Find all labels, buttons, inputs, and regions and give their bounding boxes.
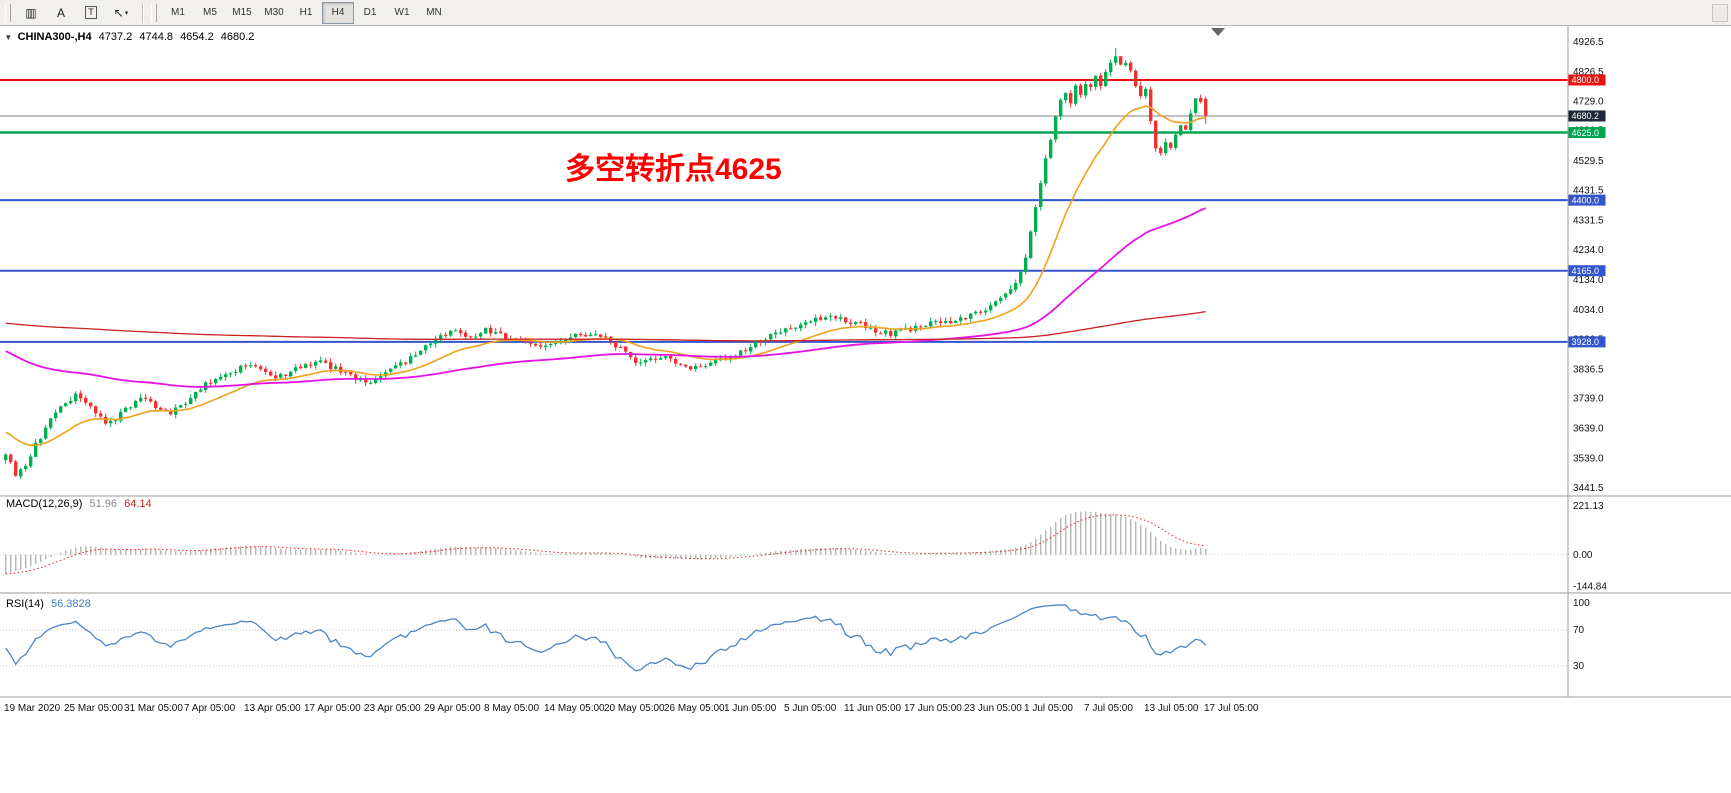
time-tick-label: 26 May 05:00 (664, 703, 725, 714)
price-badges: 4800.0 4625.0 4400.0 4165.0 3928.0 4680.2 (1568, 74, 1606, 348)
bid-price-badge-text: 4680.2 (1572, 111, 1600, 121)
time-tick-label: 19 Mar 2020 (4, 703, 61, 714)
scale-tick-label: 4926.5 (1573, 37, 1604, 48)
toolbar-drag-handle[interactable] (151, 3, 157, 22)
scale-tick-label: 3639.0 (1573, 424, 1604, 435)
price-level-lines (0, 78, 1568, 343)
time-tick-label: 1 Jul 05:00 (1024, 703, 1073, 714)
timeframe-button-M1[interactable]: M1 (171, 7, 185, 18)
time-tick-label: 5 Jun 05:00 (784, 703, 837, 714)
level-badge-4165.0-text: 4165.0 (1572, 266, 1600, 276)
text-box-icon[interactable]: T (76, 2, 106, 24)
toolbar: ▥ A T ↖ ▾ M1 M5 M15 M30 H1 H4 D1 W1 MN (0, 0, 1731, 26)
time-tick-label: 7 Jul 05:00 (1084, 703, 1133, 714)
level-badge-4800.0 (1568, 74, 1606, 86)
timeframe-group: M1 M5 M15 M30 H1 H4 D1 W1 MN (162, 1, 450, 24)
rsi-scale-label: 70 (1573, 625, 1585, 636)
timeframe-button-D1[interactable]: D1 (363, 7, 377, 18)
chart-area: 4926.54826.54729.04631.54529.54431.54331… (0, 26, 1731, 793)
level-badge-3928.0-text: 3928.0 (1572, 337, 1600, 347)
level-badge-4800.0-text: 4800.0 (1572, 75, 1600, 85)
annotation-text[interactable]: 多空转折点4625 (565, 153, 782, 186)
ma-line-slow (5, 311, 1206, 342)
bid-price-badge (1568, 110, 1606, 122)
scale-tick-label: 4331.5 (1573, 216, 1604, 227)
scale-tick-label: 4529.5 (1573, 156, 1604, 167)
timeframe-button-W1[interactable]: W1 (394, 7, 410, 18)
time-tick-label: 29 Apr 05:00 (424, 703, 481, 714)
time-tick-label: 25 Mar 05:00 (64, 703, 123, 714)
level-badge-3928.0 (1568, 336, 1606, 348)
level-badge-4625.0-text: 4625.0 (1572, 128, 1600, 138)
scale-tick-label: 4729.0 (1573, 96, 1604, 107)
toolbar-overflow-button[interactable] (1712, 3, 1728, 22)
chart-shift-marker[interactable] (1211, 28, 1225, 36)
level-badge-4400.0-text: 4400.0 (1572, 195, 1600, 205)
time-tick-label: 31 Mar 05:00 (124, 703, 183, 714)
time-tick-label: 1 Jun 05:00 (724, 703, 777, 714)
macd-scale-label: 0.00 (1573, 550, 1593, 561)
rsi-line (5, 604, 1207, 672)
scale-tick-label: 4134.0 (1573, 275, 1604, 286)
time-tick-label: 14 May 05:00 (544, 703, 605, 714)
timeframe-button-MN[interactable]: MN (426, 7, 442, 18)
macd-scale-label: 221.13 (1573, 501, 1604, 512)
price-scale-ticks: 4926.54826.54729.04631.54529.54431.54331… (1573, 37, 1607, 672)
level-badge-4165.0 (1568, 265, 1606, 277)
time-tick-label: 13 Apr 05:00 (244, 703, 301, 714)
scale-tick-label: 4826.5 (1573, 67, 1604, 78)
arrow-tools-icon[interactable]: ↖ ▾ (113, 5, 129, 20)
time-tick-label: 13 Jul 05:00 (1144, 703, 1199, 714)
ma-line-fast (5, 105, 1206, 447)
scale-tick-label: 4234.0 (1573, 245, 1604, 256)
time-tick-label: 8 May 05:00 (484, 703, 539, 714)
time-tick-label: 7 Apr 05:00 (184, 703, 236, 714)
time-tick-label: 11 Jun 05:00 (844, 703, 902, 714)
level-badge-4400.0 (1568, 194, 1606, 206)
drawing-tools-group: ▥ A T ↖ ▾ (16, 2, 136, 24)
chart-background[interactable] (0, 26, 1731, 793)
time-tick-label: 17 Apr 05:00 (304, 703, 361, 714)
macd-signal-line (5, 514, 1206, 575)
ma-line-medium (5, 207, 1207, 388)
one-click-trading-icon[interactable]: ▾ (6, 32, 11, 42)
timeframe-button-M15[interactable]: M15 (232, 7, 252, 18)
chart-canvas[interactable]: 4926.54826.54729.04631.54529.54431.54331… (0, 26, 1731, 793)
scale-tick-label: 3441.5 (1573, 483, 1604, 494)
rsi-scale-label: 100 (1573, 598, 1590, 609)
timeframe-button-M30[interactable]: M30 (264, 7, 284, 18)
scale-tick-label: 3836.5 (1573, 364, 1604, 375)
timeframe-button-M5[interactable]: M5 (203, 7, 217, 18)
moving-averages (5, 105, 1207, 447)
bar-chart-icon[interactable]: ▥ (25, 5, 37, 20)
time-tick-label: 17 Jun 05:00 (904, 703, 962, 714)
time-tick-label: 23 Jun 05:00 (964, 703, 1022, 714)
rsi-scale-label: 30 (1573, 661, 1585, 672)
candles-series (4, 48, 1208, 480)
level-badge-4625.0 (1568, 127, 1606, 139)
scale-tick-label: 3539.0 (1573, 454, 1604, 465)
timeframe-button-H4[interactable]: H4 (322, 1, 354, 24)
text-label-icon[interactable]: A (56, 5, 65, 20)
time-tick-label: 17 Jul 05:00 (1204, 703, 1259, 714)
toolbar-drag-handle[interactable] (5, 3, 11, 22)
timeframe-button-H1[interactable]: H1 (299, 7, 313, 18)
dropdown-chevron-icon: ▾ (124, 9, 129, 17)
macd-histogram (4, 511, 1207, 574)
scale-tick-label: 4034.0 (1573, 305, 1604, 316)
time-axis[interactable]: 19 Mar 2020 25 Mar 05:00 31 Mar 05:00 7 Apr… (4, 703, 1259, 714)
scale-tick-label: 4431.5 (1573, 186, 1604, 197)
time-tick-label: 20 May 05:00 (604, 703, 665, 714)
scale-tick-label: 3739.0 (1573, 394, 1604, 405)
time-tick-label: 23 Apr 05:00 (364, 703, 421, 714)
toolbar-separator (142, 2, 143, 23)
macd-scale-label: -144.84 (1573, 582, 1607, 593)
